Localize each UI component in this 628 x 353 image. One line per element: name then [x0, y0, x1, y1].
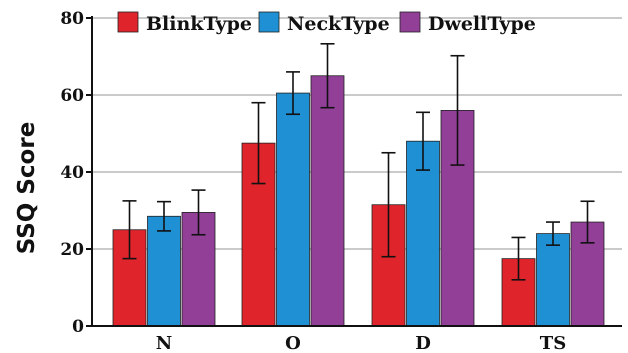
- y-axis-label: SSQ Score: [14, 122, 40, 255]
- legend-label-dwelltype: DwellType: [428, 13, 536, 35]
- x-tick-labels: N O D TS: [156, 333, 566, 353]
- bar-necktype-n: [147, 215, 181, 327]
- grid-lines: [92, 17, 622, 250]
- error-bars: [122, 42, 595, 281]
- legend-swatch-dwelltype: [399, 11, 421, 33]
- legend-swatch-blinktype: [117, 11, 139, 33]
- y-tick-label: 60: [60, 86, 84, 106]
- bar-necktype-ts: [536, 233, 570, 327]
- bars: [112, 75, 605, 327]
- legend: BlinkType NeckType DwellType: [117, 11, 536, 35]
- legend-label-blinktype: BlinkType: [146, 13, 252, 35]
- y-tick-label: 0: [72, 317, 84, 337]
- x-tick-label-o: O: [285, 333, 301, 353]
- y-tick-labels: 0 20 40 60 80: [60, 9, 84, 337]
- x-tick-label-ts: TS: [540, 333, 566, 353]
- bar-dwelltype-o: [310, 75, 345, 327]
- axes: [86, 16, 622, 327]
- legend-swatch-necktype: [258, 11, 280, 33]
- y-tick-label: 40: [60, 163, 84, 183]
- y-tick-label: 80: [60, 9, 84, 29]
- bar-necktype-d: [406, 140, 440, 327]
- legend-label-necktype: NeckType: [287, 13, 390, 35]
- y-tick-label: 20: [60, 240, 84, 260]
- x-tick-label-n: N: [156, 333, 172, 353]
- x-tick-label-d: D: [415, 333, 431, 353]
- bar-necktype-o: [276, 92, 310, 327]
